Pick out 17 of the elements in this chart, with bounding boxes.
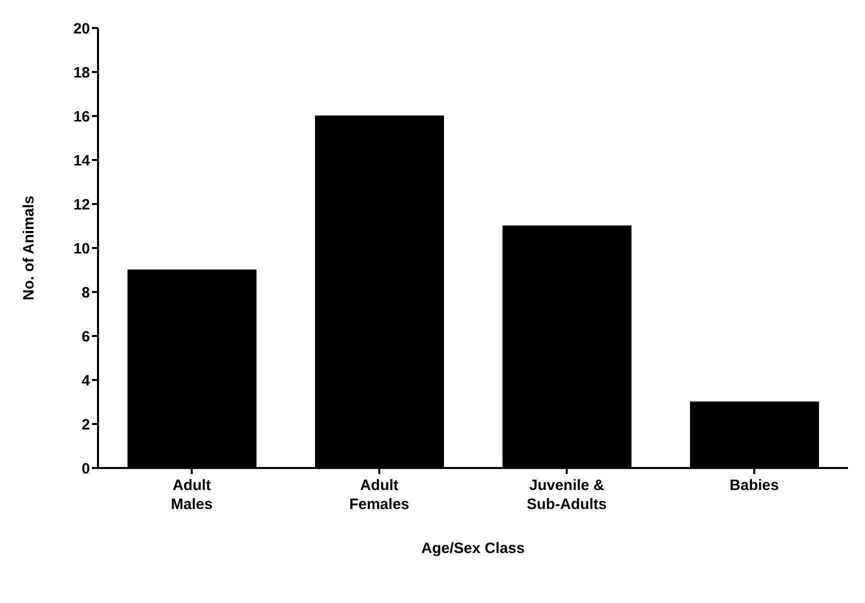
y-tick-label: 12	[73, 196, 90, 214]
x-tick-label: Adult Females	[349, 477, 410, 513]
y-tick-label: 18	[73, 64, 90, 82]
y-tick-label: 8	[82, 284, 90, 302]
y-tick-label: 0	[82, 460, 90, 478]
y-tick-label: 10	[73, 240, 90, 258]
y-tick-label: 14	[73, 152, 91, 170]
y-tick-label: 16	[73, 108, 90, 126]
x-tick-label: Juvenile & Sub-Adults	[526, 477, 607, 513]
x-axis-title: Age/Sex Class	[421, 540, 525, 557]
y-tick-label: 20	[73, 20, 90, 38]
x-tick-label: Adult Males	[170, 477, 213, 513]
y-tick-label: 4	[82, 372, 91, 390]
y-tick-label: 2	[82, 416, 90, 434]
x-tick-label: Babies	[730, 477, 779, 494]
y-tick-label: 6	[82, 328, 90, 346]
y-axis-title: No. of Animals	[20, 196, 38, 300]
